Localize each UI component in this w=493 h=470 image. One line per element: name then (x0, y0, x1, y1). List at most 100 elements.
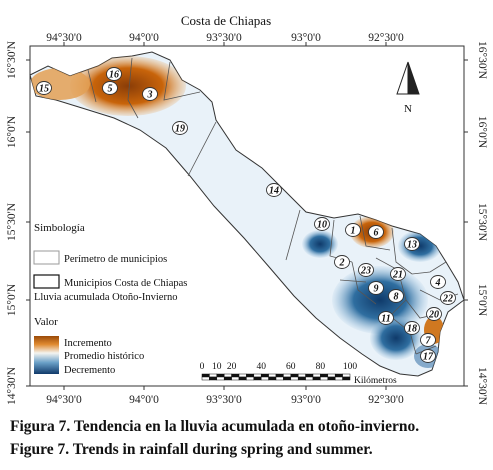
scale-block (334, 373, 343, 378)
scale-block (327, 376, 336, 381)
left-tick-label: 15°30'N (6, 202, 18, 241)
municipality-marker-circle (426, 307, 442, 321)
scale-block (216, 373, 225, 378)
municipality-marker: 1 (345, 223, 361, 237)
scale-block (283, 373, 292, 378)
scale-block (253, 373, 262, 378)
municipality-marker: 4 (430, 275, 446, 289)
municipality-marker: 8 (388, 289, 404, 303)
scale-tick-label: 80 (316, 362, 326, 372)
bottom-tick-label: 94°30'0 (46, 394, 82, 406)
left-tick-label: 16°30'N (6, 40, 18, 79)
municipality-marker: 16 (106, 67, 122, 81)
municipality-marker-circle (345, 223, 361, 237)
municipality-marker: 2 (334, 255, 350, 269)
scale-block (246, 376, 255, 381)
scale-block (275, 373, 284, 378)
top-tick-label: 94°0'0 (129, 32, 159, 44)
municipality-number: 21 (392, 270, 403, 281)
legend-rain-label: Lluvia acumulada Otoño-Invierno (34, 292, 177, 303)
municipality-number: 23 (360, 266, 371, 277)
municipality-number: 1 (351, 226, 356, 237)
municipality-marker: 22 (440, 291, 456, 305)
municipality-marker: 6 (368, 225, 384, 239)
scale-block (283, 376, 292, 381)
municipality-marker: 19 (172, 121, 188, 135)
bottom-tick-label: 93°0'0 (291, 394, 321, 406)
scale-block (231, 373, 240, 378)
municipality-marker-circle (358, 263, 374, 277)
municipality-number: 14 (269, 186, 279, 197)
municipality-marker-circle (102, 81, 118, 95)
scale-bar-ticks: 0 10 20 40 60 80 100 (200, 362, 358, 372)
municipality-number: 4 (435, 278, 441, 289)
municipality-marker-circle (334, 255, 350, 269)
increase-zone-northwest (70, 56, 186, 116)
municipality-number: 2 (339, 258, 345, 269)
municipality-number: 16 (109, 70, 119, 81)
scale-bar-blocks (201, 373, 351, 381)
legend: Simbología Perímetro de municipios Munic… (33, 222, 187, 376)
scale-block (260, 373, 269, 378)
scale-block (268, 373, 277, 378)
legend-decrease-label: Decremento (64, 365, 115, 376)
municipality-number: 18 (407, 324, 417, 335)
municipality-number: 10 (317, 220, 327, 231)
scale-block (320, 373, 329, 378)
top-tick-label: 94°30'0 (46, 32, 82, 44)
legend-coast-munis-label: Municipios Costa de Chiapas (64, 278, 187, 289)
scale-block (201, 376, 210, 381)
municipality-marker-circle (266, 183, 282, 197)
municipality-marker: 11 (378, 311, 394, 325)
municipality-marker: 14 (266, 183, 282, 197)
scale-block (327, 373, 336, 378)
scale-tick-label: 10 (212, 362, 222, 372)
municipality-number: 19 (175, 124, 185, 135)
legend-increase-label: Incremento (64, 338, 112, 349)
municipality-marker-circle (420, 349, 436, 363)
municipality-number: 5 (108, 84, 113, 95)
municipality-number: 9 (374, 284, 379, 295)
municipality-number: 8 (394, 292, 399, 303)
top-longitude-ticks: 94°30'0 94°0'0 93°30'0 93°0'0 92°30'0 (46, 32, 404, 46)
scale-unit: Kilómetros (354, 376, 397, 386)
scale-block (246, 373, 255, 378)
scale-block (238, 376, 247, 381)
legend-value-label: Valor (34, 316, 58, 328)
municipality-marker: 3 (142, 87, 158, 101)
right-tick-label: 15°0'N (476, 284, 488, 317)
scale-tick-label: 0 (200, 362, 205, 372)
scale-block (342, 376, 351, 381)
decrease-zone-central (332, 266, 428, 334)
caption-spanish: Figura 7. Tendencia en la lluvia acumula… (10, 418, 420, 435)
scale-block (305, 373, 314, 378)
municipality-number: 15 (39, 84, 49, 95)
legend-perimeter-swatch (33, 250, 60, 265)
municipality-marker-circle (388, 289, 404, 303)
municipality-marker: 20 (426, 307, 442, 321)
legend-title: Simbología (34, 222, 85, 234)
top-tick-label: 93°0'0 (291, 32, 321, 44)
right-tick-label: 16°30'N (476, 41, 488, 80)
scale-block (305, 376, 314, 381)
municipality-marker-circle (368, 281, 384, 295)
municipality-marker-circle (430, 275, 446, 289)
bottom-tick-label: 94°0'0 (129, 394, 159, 406)
municipality-number: 13 (407, 240, 417, 251)
scale-block (260, 376, 269, 381)
municipality-marker-circle (404, 237, 420, 251)
left-tick-label: 16°0'N (6, 115, 18, 148)
scale-block (290, 373, 299, 378)
municipality-marker: 17 (420, 349, 436, 363)
bottom-longitude-ticks: 94°30'0 94°0'0 93°30'0 93°0'0 92°30'0 (46, 386, 404, 406)
municipality-number: 6 (374, 228, 379, 239)
scale-block (231, 376, 240, 381)
scale-block (238, 373, 247, 378)
municipality-marker: 9 (368, 281, 384, 295)
scale-block (297, 376, 306, 381)
north-arrow: N (396, 61, 420, 115)
municipality-number: 17 (423, 352, 434, 363)
municipality-number: 20 (428, 310, 439, 321)
bottom-tick-label: 92°30'0 (368, 394, 404, 406)
